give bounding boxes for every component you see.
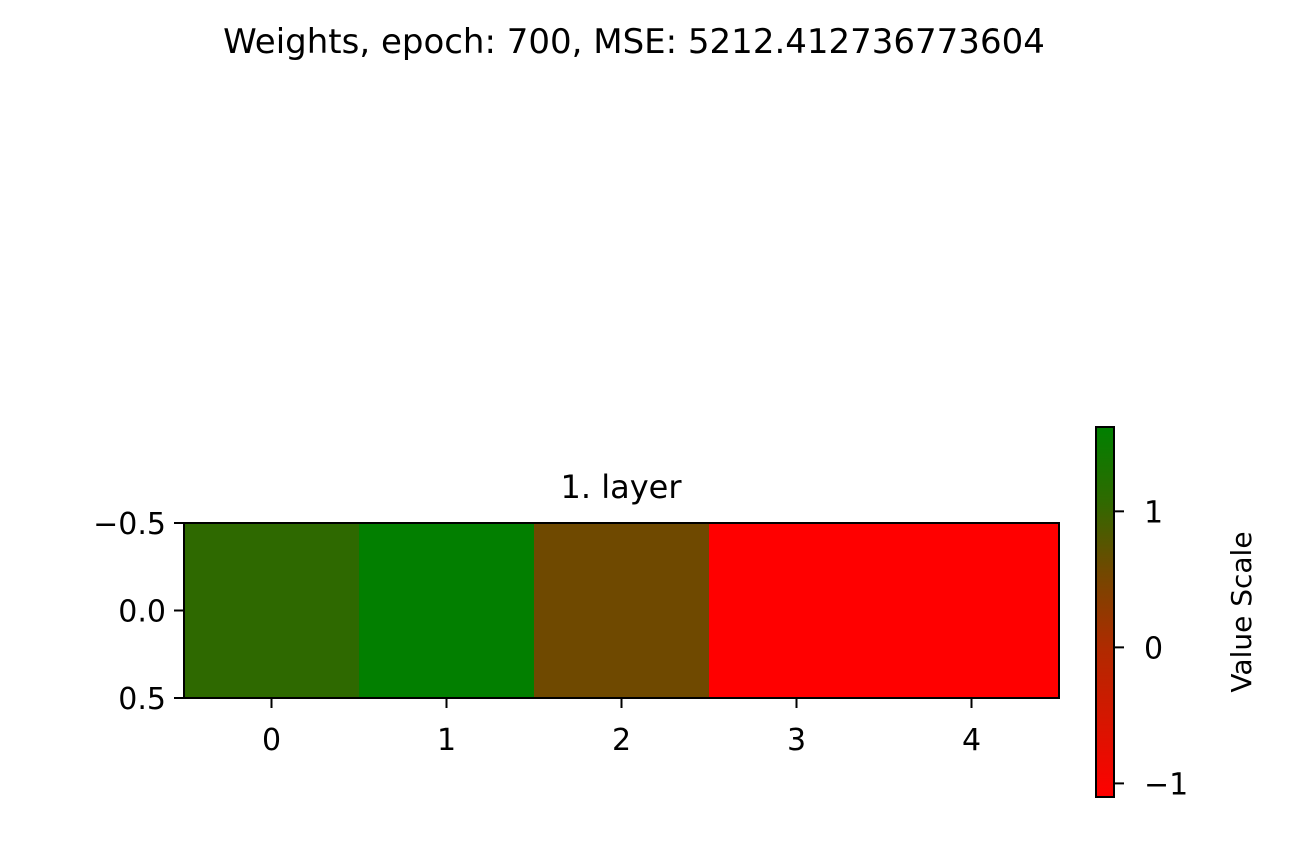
heatmap-cells <box>184 523 1060 698</box>
colorbar-tick-label: 0 <box>1144 631 1163 666</box>
y-tick-label: 0.5 <box>118 682 166 717</box>
y-tick-label: −0.5 <box>93 507 166 542</box>
heatmap-cell <box>534 523 710 698</box>
figure-suptitle: Weights, epoch: 700, MSE: 5212.412736773… <box>223 22 1045 62</box>
y-tick-label: 0.0 <box>118 595 166 630</box>
heatmap-cell <box>184 523 360 698</box>
heatmap-cell <box>884 523 1060 698</box>
x-axis: 0 1 2 3 4 <box>262 698 981 758</box>
y-axis: −0.5 0.0 0.5 <box>93 507 184 717</box>
colorbar-label: Value Scale <box>1225 531 1258 692</box>
colorbar-axis: −1 0 1 <box>1114 495 1188 802</box>
x-tick-label: 3 <box>787 723 806 758</box>
colorbar-tick-label: −1 <box>1144 767 1188 802</box>
axes-title: 1. layer <box>561 468 683 506</box>
colorbar-tick-label: 1 <box>1144 495 1163 530</box>
x-tick-label: 4 <box>962 723 981 758</box>
heatmap-cell <box>359 523 535 698</box>
x-tick-label: 2 <box>612 723 631 758</box>
x-tick-label: 1 <box>437 723 456 758</box>
heatmap-cell <box>709 523 885 698</box>
colorbar <box>1095 426 1115 798</box>
x-tick-label: 0 <box>262 723 281 758</box>
